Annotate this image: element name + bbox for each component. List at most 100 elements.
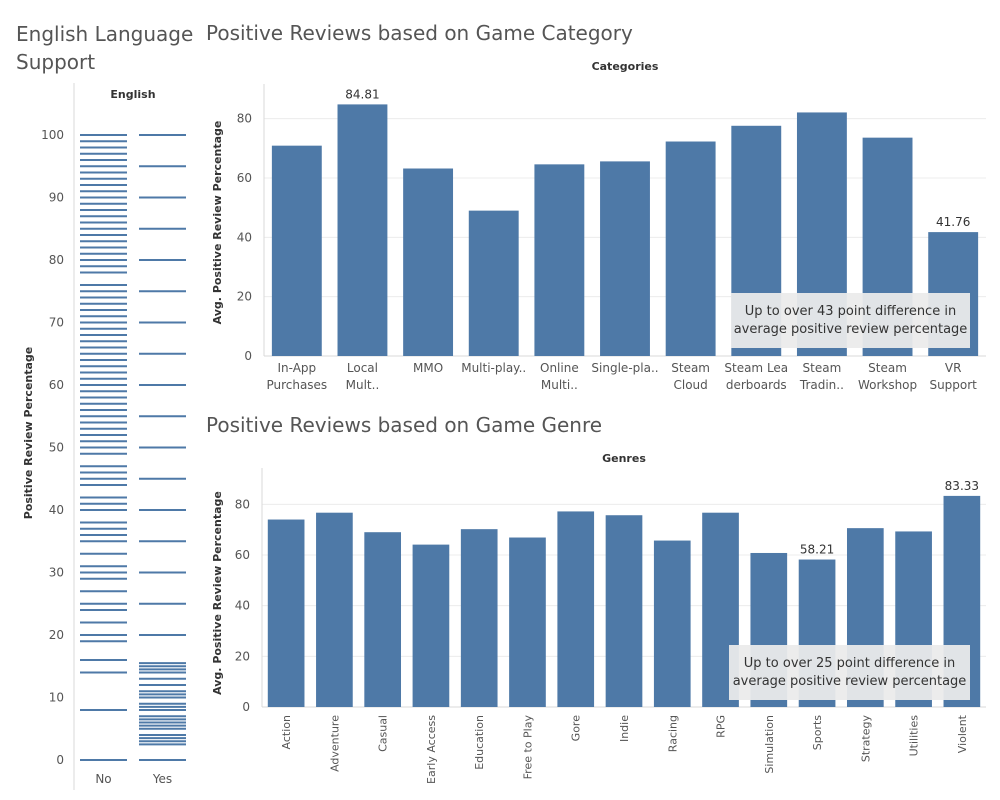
categories-xtick-label: Workshop: [858, 378, 917, 392]
categories-data-label: 84.81: [345, 87, 379, 101]
english-strip-mark: [80, 177, 127, 180]
categories-data-label: 41.76: [936, 215, 970, 229]
genres-data-label: 83.33: [945, 479, 979, 493]
categories-annotation-text: Up to over 43 point difference in: [745, 304, 956, 319]
categories-xtick-label: Multi-play..: [461, 361, 526, 375]
english-strip-mark: [139, 446, 186, 449]
categories-ylabel: Avg. Positive Review Percentage: [211, 121, 224, 325]
english-strip-mark: [139, 415, 186, 418]
english-strip-mark: [80, 402, 127, 405]
genres-xtick-label: Racing: [666, 715, 679, 752]
english-strip-mark: [80, 421, 127, 424]
english-xtick-label: Yes: [152, 772, 172, 786]
english-strip-mark: [80, 309, 127, 311]
english-strip-mark: [139, 715, 186, 718]
categories-xtick-label: Support: [929, 378, 977, 392]
english-strip-mark: [80, 377, 127, 380]
english-strip-mark: [139, 540, 186, 543]
english-strip-mark: [80, 252, 127, 255]
english-title-line1: English Language: [16, 22, 194, 46]
english-strip-mark: [80, 165, 127, 168]
english-strip-mark: [80, 602, 127, 605]
english-strip-mark: [139, 352, 186, 355]
english-ytick-label: 90: [49, 191, 64, 205]
english-ytick-label: 10: [49, 691, 64, 705]
english-strip-mark: [139, 665, 186, 668]
english-strip-mark: [139, 259, 186, 261]
genres-bar: [653, 540, 691, 707]
english-strip-mark: [80, 621, 127, 624]
categories-bar: [600, 161, 650, 356]
english-strip-mark: [139, 724, 186, 727]
english-strip-mark: [139, 740, 186, 743]
categories-title: Positive Reviews based on Game Category: [206, 21, 633, 45]
genres-xtick-label: Violent: [956, 714, 969, 753]
genres-header: Genres: [602, 452, 646, 465]
english-strip-mark: [80, 271, 127, 274]
english-strip-mark: [80, 496, 127, 499]
english-ytick-label: 60: [49, 378, 64, 392]
english-strip-mark: [139, 671, 186, 674]
genres-title: Positive Reviews based on Game Genre: [206, 413, 603, 437]
english-strip-mark: [80, 334, 127, 336]
categories-bar: [271, 145, 322, 356]
english-strip-mark: [139, 134, 186, 136]
categories-bar: [403, 168, 454, 356]
english-strip-mark: [80, 302, 127, 305]
categories-xtick-label: Online: [540, 361, 579, 375]
english-strip-mark: [80, 434, 127, 436]
genres-xtick-label: Education: [473, 715, 486, 770]
categories-bar: [534, 164, 585, 356]
english-strip-mark: [80, 571, 127, 574]
english-strip-mark: [80, 759, 127, 761]
english-strip-mark: [80, 540, 127, 543]
english-strip-mark: [139, 196, 186, 199]
english-strip-mark: [80, 452, 127, 455]
genres-bar: [316, 512, 353, 707]
english-strip-mark: [80, 265, 127, 268]
english-strip-mark: [80, 527, 127, 530]
english-strip-mark: [80, 284, 127, 286]
english-strip-mark: [139, 290, 186, 293]
english-ylabel: Positive Review Percentage: [22, 347, 35, 520]
english-strip-mark: [80, 709, 127, 711]
genres-xtick-label: Casual: [377, 715, 390, 752]
categories-xtick-label: Steam: [803, 361, 842, 375]
english-strip-mark: [80, 196, 127, 199]
english-strip-mark: [139, 709, 186, 711]
categories-xtick-label: Steam: [868, 361, 907, 375]
english-strip-mark: [80, 396, 127, 399]
english-strip-mark: [139, 668, 186, 671]
english-strip-mark: [80, 577, 127, 580]
english-strip-mark: [80, 352, 127, 355]
english-strip-mark: [80, 146, 127, 149]
categories-ytick-label: 20: [237, 290, 252, 304]
english-strip-mark: [80, 171, 127, 174]
english-strip-mark: [80, 234, 127, 236]
english-strip-mark: [80, 552, 127, 555]
genres-annotation-box: [729, 645, 970, 700]
genres-xtick-label: Early Access: [425, 715, 438, 784]
english-strip-mark: [80, 465, 127, 468]
categories-xtick-label: In-App: [277, 361, 316, 375]
genres-xtick-label: Indie: [618, 715, 631, 742]
english-strip-mark: [139, 602, 186, 605]
english-strip-mark: [139, 702, 186, 705]
genres-xtick-label: Gore: [570, 715, 583, 742]
genres-annotation-text: average positive review percentage: [733, 674, 967, 689]
english-strip-mark: [80, 477, 127, 480]
english-strip-mark: [80, 327, 127, 330]
english-strip-mark: [139, 693, 186, 696]
genres-bar: [412, 544, 450, 707]
english-strip-mark: [80, 509, 127, 511]
english-strip-mark: [80, 152, 127, 155]
genres-xtick-label: Utilities: [908, 715, 921, 757]
categories-ytick-label: 60: [237, 171, 252, 185]
english-strip-mark: [80, 159, 127, 161]
categories-ytick-label: 80: [237, 112, 252, 126]
categories-annotation-text: average positive review percentage: [734, 322, 968, 337]
english-strip-mark: [139, 734, 186, 736]
english-strip-mark: [80, 502, 127, 505]
english-strip-mark: [80, 227, 127, 230]
english-strip-mark: [80, 190, 127, 193]
